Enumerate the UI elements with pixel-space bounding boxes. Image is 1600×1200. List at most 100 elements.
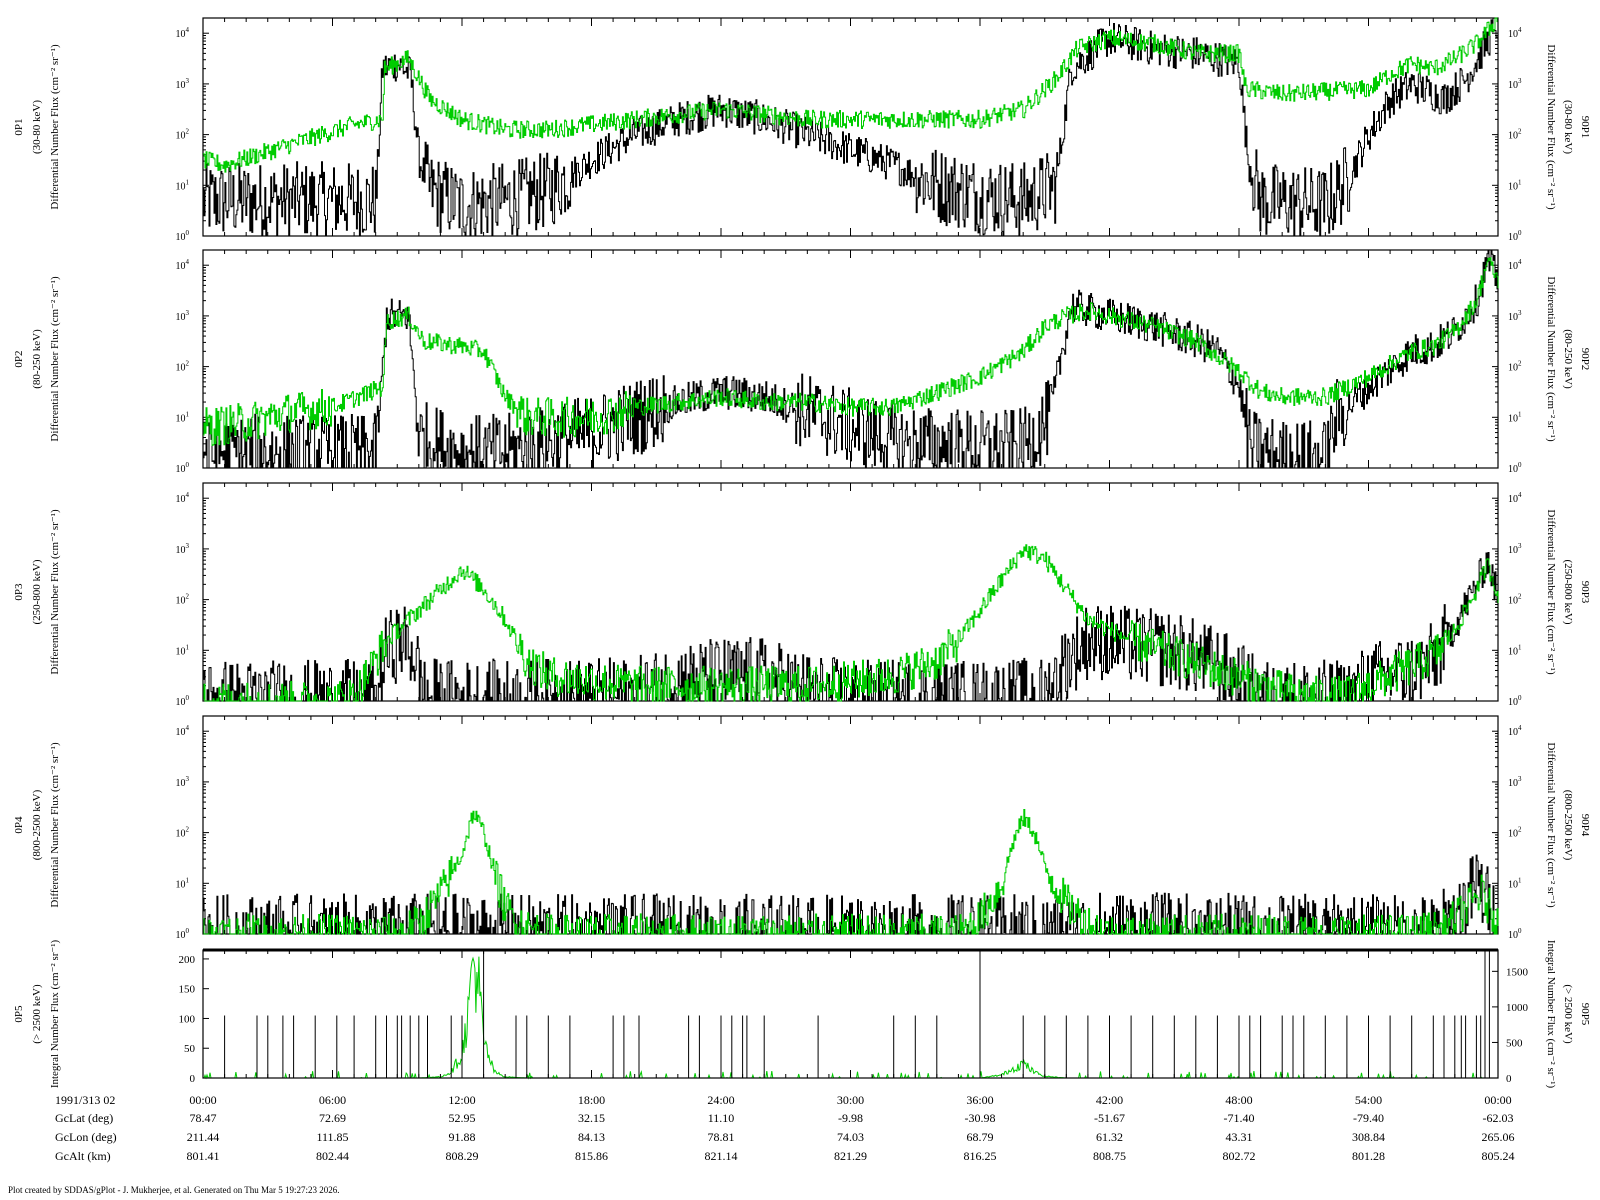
x-row-value: 68.79 <box>967 1130 994 1144</box>
panel-1-right-label: 90P1 <box>1579 116 1591 139</box>
y-tick-exp: 1 <box>1518 876 1522 884</box>
panel-4-left-label: Differential Number Flux (cm⁻² sr⁻¹) <box>49 742 61 908</box>
x-row-value: 821.14 <box>705 1149 738 1163</box>
x-row-value: 211.44 <box>187 1130 220 1144</box>
panel-5-left-label: 0P5 <box>13 1005 25 1023</box>
series-black-p5 <box>203 950 1499 1079</box>
x-row-value: 12:00 <box>448 1093 475 1107</box>
y-tick-label-right: 104 <box>1508 26 1522 40</box>
y-tick-label-right: 104 <box>1508 724 1522 738</box>
x-row-value: 808.29 <box>446 1149 479 1163</box>
y-tick-label: 100 <box>176 694 190 708</box>
x-row-value: 815.86 <box>575 1149 608 1163</box>
x-row-value: 78.81 <box>708 1130 735 1144</box>
panel-1-left-label: Differential Number Flux (cm⁻² sr⁻¹) <box>49 44 61 210</box>
x-row-value: 42:00 <box>1096 1093 1123 1107</box>
series-green-p2 <box>203 257 1499 446</box>
panel-1-right-label: Differential Number Flux (cm⁻² sr⁻¹) <box>1545 44 1557 210</box>
series-black-p2 <box>203 249 1499 469</box>
y-tick-exp: 0 <box>186 229 190 237</box>
y-tick-label: 200 <box>179 954 196 966</box>
panel-5: 0 50 100 150 200 0 500 1000 1500 <box>179 948 1529 1085</box>
y-tick-label-right: 103 <box>1508 775 1522 789</box>
x-row-value: 61.32 <box>1096 1130 1123 1144</box>
panel-5-left-label: Integral Number Flux (cm⁻² sr⁻¹) <box>49 939 61 1088</box>
y-tick-label-right: 100 <box>1508 461 1522 475</box>
y-tick-exp: 4 <box>186 258 190 266</box>
x-row-value: 308.84 <box>1352 1130 1385 1144</box>
x-row-value: 36:00 <box>966 1093 993 1107</box>
x-row-value: -51.67 <box>1094 1111 1125 1125</box>
y-tick-label: 102 <box>176 826 190 840</box>
y-tick-exp: 4 <box>1518 26 1522 34</box>
panel-2-left-label: (80-250 keV) <box>31 329 43 389</box>
y-tick-exp: 1 <box>186 178 190 186</box>
y-tick-exp: 3 <box>186 542 190 550</box>
panel-3-right-label: (250-800 keV) <box>1562 559 1574 624</box>
y-tick-label: 103 <box>176 542 190 556</box>
y-tick-exp: 1 <box>1518 178 1522 186</box>
panel-4-right-label: Differential Number Flux (cm⁻² sr⁻¹) <box>1545 742 1557 908</box>
panel-4-left-label: 0P4 <box>13 816 25 834</box>
x-row-value: 54:00 <box>1355 1093 1382 1107</box>
y-tick-exp: 3 <box>186 775 190 783</box>
y-tick-exp: 1 <box>1518 643 1522 651</box>
x-row-value: 74.03 <box>837 1130 864 1144</box>
y-tick-exp: 1 <box>186 643 190 651</box>
y-tick-label: 101 <box>176 643 190 657</box>
y-tick-label: 50 <box>184 1043 196 1055</box>
y-tick-label-right: 102 <box>1508 593 1522 607</box>
y-tick-exp: 3 <box>1518 775 1522 783</box>
panel-2-right-label: 90P2 <box>1579 348 1591 371</box>
y-tick-exp: 2 <box>1518 593 1522 601</box>
y-tick-exp: 0 <box>186 694 190 702</box>
x-row-value: 265.06 <box>1482 1130 1515 1144</box>
y-tick-exp: 2 <box>1518 128 1522 136</box>
panel-2-left-label: 0P2 <box>13 350 25 367</box>
y-tick-exp: 1 <box>186 876 190 884</box>
x-row-value: 18:00 <box>578 1093 605 1107</box>
y-tick-label: 100 <box>176 927 190 941</box>
x-row-value: -30.98 <box>965 1111 996 1125</box>
panel-3-right-label: 90P3 <box>1579 581 1591 604</box>
x-row-value: 91.88 <box>449 1130 476 1144</box>
x-row-label: GcLat (deg) <box>55 1111 113 1125</box>
x-row-value: 30:00 <box>837 1093 864 1107</box>
y-tick-exp: 3 <box>1518 77 1522 85</box>
x-row-value: 00:00 <box>1484 1093 1511 1107</box>
x-row-value: 48:00 <box>1225 1093 1252 1107</box>
panel-3-left-label: (250-800 keV) <box>31 559 43 624</box>
y-tick-exp: 4 <box>186 491 190 499</box>
y-tick-label-right: 103 <box>1508 542 1522 556</box>
y-tick-exp: 0 <box>1518 229 1522 237</box>
panel-3-left-label: Differential Number Flux (cm⁻² sr⁻¹) <box>49 509 61 675</box>
panel-3-left-label: 0P3 <box>13 583 25 601</box>
y-tick-exp: 4 <box>186 26 190 34</box>
y-tick-label: 100 <box>176 229 190 243</box>
y-tick-exp: 0 <box>1518 694 1522 702</box>
x-row-label: GcAlt (km) <box>55 1149 111 1163</box>
y-tick-label-right: 104 <box>1508 491 1522 505</box>
y-tick-exp: 2 <box>1518 826 1522 834</box>
y-tick-label: 101 <box>176 410 190 424</box>
y-tick-label-right: 500 <box>1506 1037 1523 1049</box>
y-tick-label: 102 <box>176 593 190 607</box>
y-tick-exp: 4 <box>1518 724 1522 732</box>
x-row-value: 00:00 <box>189 1093 216 1107</box>
panel-3-right-label: Differential Number Flux (cm⁻² sr⁻¹) <box>1545 509 1557 675</box>
y-tick-label: 101 <box>176 178 190 192</box>
x-row-value: 816.25 <box>964 1149 997 1163</box>
panel-1-left-label: (30-80 keV) <box>31 100 43 154</box>
y-tick-label-right: 104 <box>1508 258 1522 272</box>
x-row-value: 72.69 <box>319 1111 346 1125</box>
y-tick-label-right: 102 <box>1508 826 1522 840</box>
x-row-value: 06:00 <box>319 1093 346 1107</box>
y-tick-label-right: 103 <box>1508 309 1522 323</box>
y-tick-label-right: 100 <box>1508 229 1522 243</box>
x-row-value: 808.75 <box>1093 1149 1126 1163</box>
x-row-value: 84.13 <box>578 1130 605 1144</box>
y-tick-label-right: 101 <box>1508 410 1522 424</box>
y-tick-label: 101 <box>176 876 190 890</box>
